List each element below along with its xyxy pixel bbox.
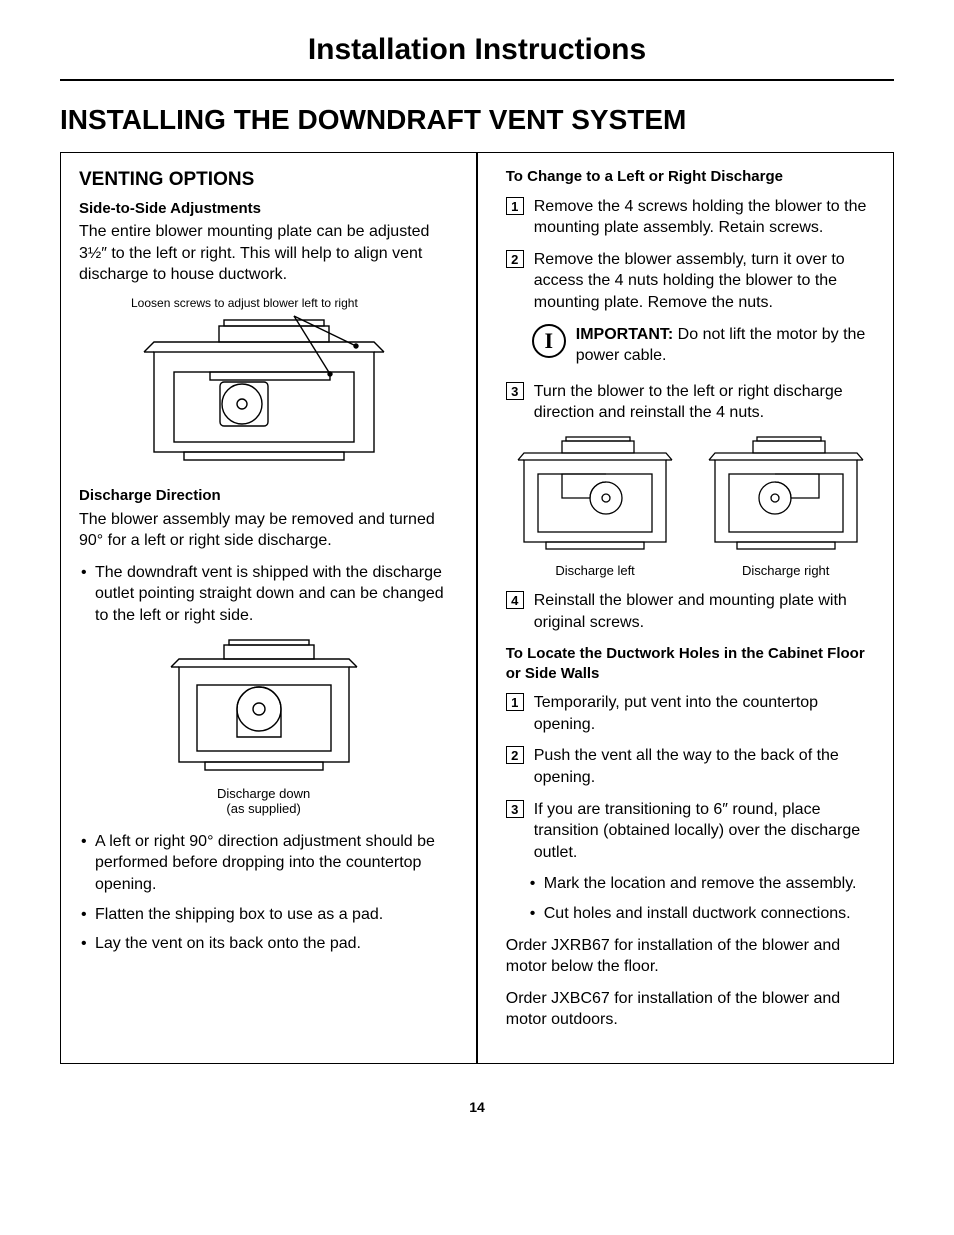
- important-callout: I IMPORTANT: Do not lift the motor by th…: [532, 324, 875, 367]
- step-text: Temporarily, put vent into the counterto…: [534, 694, 818, 733]
- discharge-bullet-list-top: The downdraft vent is shipped with the d…: [79, 562, 448, 627]
- content-frame: VENTING OPTIONS Side-to-Side Adjustments…: [60, 152, 894, 1064]
- locate-step-3: 3 If you are transitioning to 6″ round, …: [506, 799, 875, 864]
- figure-discharge-right: Discharge right: [701, 434, 871, 579]
- step-number-icon: 3: [506, 382, 524, 400]
- column-divider: [476, 153, 478, 1063]
- right-column: To Change to a Left or Right Discharge 1…: [506, 167, 875, 1041]
- locate-step-1: 1 Temporarily, put vent into the counter…: [506, 692, 875, 735]
- page-title: Installation Instructions: [60, 30, 894, 81]
- venting-options-heading: VENTING OPTIONS: [79, 167, 448, 193]
- step-2: 2 Remove the blower assembly, turn it ov…: [506, 249, 875, 314]
- discharge-bullet-list-bottom: A left or right 90° direction adjustment…: [79, 831, 448, 955]
- list-item: Lay the vent on its back onto the pad.: [79, 933, 448, 955]
- diagram-discharge-left: [510, 434, 680, 559]
- figure-discharge-down-caption: Discharge down (as supplied): [79, 786, 448, 817]
- list-item: Flatten the shipping box to use as a pad…: [79, 904, 448, 926]
- step-text: Turn the blower to the left or right dis…: [534, 383, 843, 422]
- diagram-blower-adjust: [124, 312, 404, 472]
- list-item: Mark the location and remove the assembl…: [528, 873, 875, 895]
- caption-line-1: Discharge down: [217, 786, 310, 801]
- side-to-side-body: The entire blower mounting plate can be …: [79, 221, 448, 286]
- step-4: 4 Reinstall the blower and mounting plat…: [506, 590, 875, 633]
- step-number-icon: 1: [506, 197, 524, 215]
- step-text: Reinstall the blower and mounting plate …: [534, 592, 847, 631]
- list-item: A left or right 90° direction adjustment…: [79, 831, 448, 896]
- important-icon: I: [532, 324, 566, 358]
- important-text: IMPORTANT: Do not lift the motor by the …: [576, 324, 875, 367]
- page-number: 14: [60, 1098, 894, 1117]
- locate-sub-bullets: Mark the location and remove the assembl…: [528, 873, 875, 924]
- step-text: Remove the 4 screws holding the blower t…: [534, 198, 867, 237]
- section-heading: INSTALLING THE DOWNDRAFT VENT SYSTEM: [60, 101, 894, 139]
- locate-ductwork-heading: To Locate the Ductwork Holes in the Cabi…: [506, 644, 875, 685]
- diagram-discharge-right: [701, 434, 871, 559]
- step-number-icon: 4: [506, 591, 524, 609]
- step-text: Remove the blower assembly, turn it over…: [534, 251, 845, 311]
- figure-discharge-right-caption: Discharge right: [701, 563, 871, 579]
- discharge-direction-body: The blower assembly may be removed and t…: [79, 509, 448, 552]
- figure-pair: Discharge left: [506, 434, 875, 579]
- caption-line-2: (as supplied): [226, 801, 300, 816]
- step-text: Push the vent all the way to the back of…: [534, 747, 839, 786]
- order-note-b: Order JXBC67 for installation of the blo…: [506, 988, 875, 1031]
- step-1: 1 Remove the 4 screws holding the blower…: [506, 196, 875, 239]
- left-column: VENTING OPTIONS Side-to-Side Adjustments…: [79, 167, 448, 1041]
- diagram-discharge-down: [159, 637, 369, 782]
- step-number-icon: 2: [506, 250, 524, 268]
- figure-discharge-left-caption: Discharge left: [510, 563, 680, 579]
- step-text: If you are transitioning to 6″ round, pl…: [534, 801, 860, 861]
- step-number-icon: 1: [506, 693, 524, 711]
- figure-adjust-blower: Loosen screws to adjust blower left to r…: [79, 296, 448, 472]
- figure-discharge-down: Discharge down (as supplied): [79, 637, 448, 817]
- order-note-a: Order JXRB67 for installation of the blo…: [506, 935, 875, 978]
- figure-discharge-left: Discharge left: [510, 434, 680, 579]
- step-number-icon: 2: [506, 746, 524, 764]
- step-3: 3 Turn the blower to the left or right d…: [506, 381, 875, 424]
- discharge-direction-heading: Discharge Direction: [79, 486, 448, 506]
- list-item: Cut holes and install ductwork connectio…: [528, 903, 875, 925]
- change-discharge-heading: To Change to a Left or Right Discharge: [506, 167, 875, 187]
- step-number-icon: 3: [506, 800, 524, 818]
- side-to-side-heading: Side-to-Side Adjustments: [79, 199, 448, 219]
- figure-adjust-caption: Loosen screws to adjust blower left to r…: [131, 296, 448, 310]
- locate-step-2: 2 Push the vent all the way to the back …: [506, 745, 875, 788]
- important-label: IMPORTANT:: [576, 326, 673, 343]
- list-item: The downdraft vent is shipped with the d…: [79, 562, 448, 627]
